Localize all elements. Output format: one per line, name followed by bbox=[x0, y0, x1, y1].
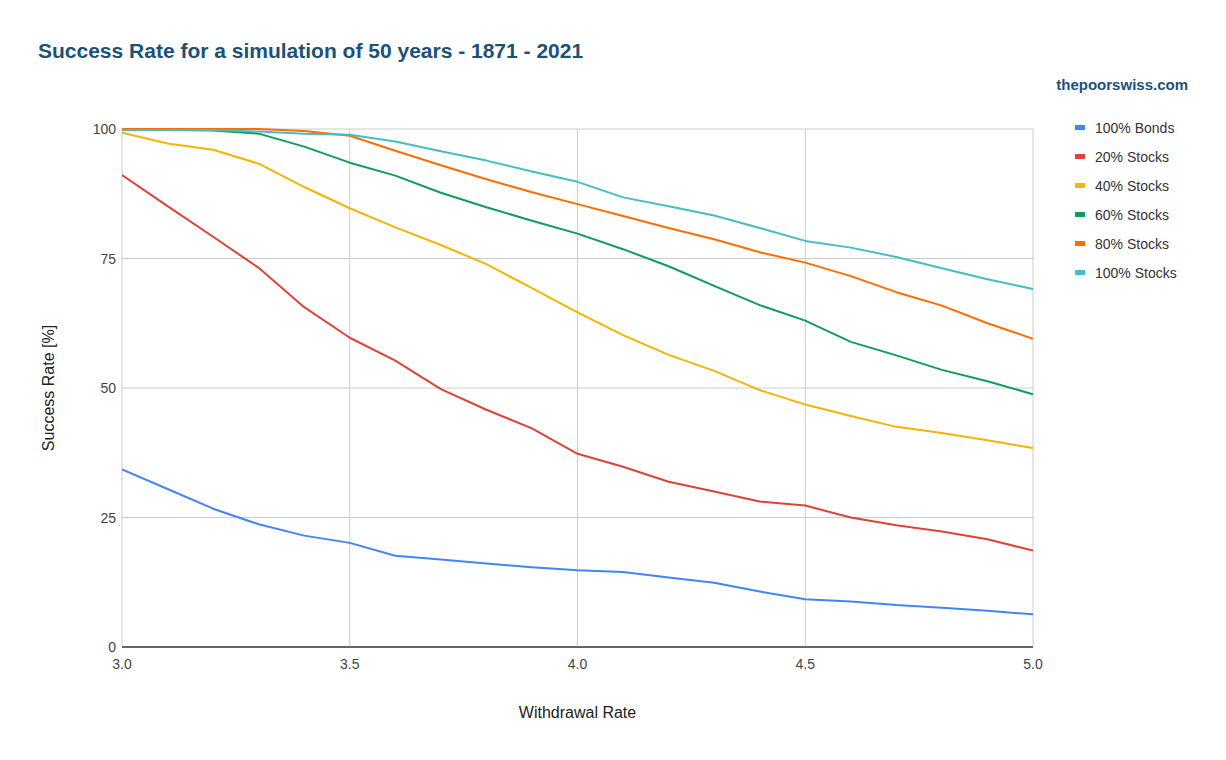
x-tick-label: 4.0 bbox=[568, 656, 588, 672]
legend-label: 40% Stocks bbox=[1095, 178, 1169, 194]
y-axis-label: Success Rate [%] bbox=[40, 325, 57, 451]
legend-label: 20% Stocks bbox=[1095, 149, 1169, 165]
series-line bbox=[122, 129, 1033, 339]
legend-swatch bbox=[1075, 212, 1085, 217]
y-grid-line bbox=[122, 647, 1033, 648]
subtitle: thepoorswiss.com bbox=[1056, 76, 1188, 93]
y-tick-label: 100 bbox=[93, 121, 117, 137]
x-grid-line bbox=[122, 129, 123, 647]
y-tick-label: 50 bbox=[100, 380, 116, 396]
legend-label: 100% Bonds bbox=[1095, 120, 1174, 136]
legend-swatch bbox=[1075, 154, 1085, 159]
y-tick-label: 25 bbox=[100, 510, 116, 526]
legend-swatch bbox=[1075, 183, 1085, 188]
x-axis-line bbox=[122, 647, 1033, 648]
title: Success Rate for a simulation of 50 year… bbox=[38, 39, 583, 62]
legend-swatch bbox=[1075, 270, 1085, 275]
x-grid-line bbox=[349, 129, 350, 647]
x-tick-label: 3.0 bbox=[112, 656, 132, 672]
legend-label: 100% Stocks bbox=[1095, 265, 1177, 281]
legend-label: 60% Stocks bbox=[1095, 207, 1169, 223]
series-line bbox=[122, 130, 1033, 394]
series-line bbox=[122, 469, 1033, 614]
x-grid-line bbox=[805, 129, 806, 647]
chart: Success Rate for a simulation of 50 year… bbox=[0, 0, 1226, 760]
legend-swatch bbox=[1075, 241, 1085, 246]
background bbox=[0, 0, 1226, 760]
series-line bbox=[122, 133, 1033, 448]
x-axis-label: Withdrawal Rate bbox=[519, 704, 636, 721]
series-line bbox=[122, 130, 1033, 289]
y-tick-label: 0 bbox=[108, 639, 116, 655]
x-tick-label: 3.5 bbox=[340, 656, 360, 672]
x-tick-label: 5.0 bbox=[1023, 656, 1043, 672]
legend-swatch bbox=[1075, 125, 1085, 130]
legend: 100% Bonds 20% Stocks 40% Stocks 60% Stocks… bbox=[1075, 120, 1177, 281]
series-line bbox=[122, 175, 1033, 551]
plot-area bbox=[122, 129, 1033, 614]
x-grid-line bbox=[1033, 129, 1034, 647]
x-tick-label: 4.5 bbox=[796, 656, 816, 672]
grid bbox=[122, 129, 1033, 647]
legend-label: 80% Stocks bbox=[1095, 236, 1169, 252]
y-tick-label: 75 bbox=[100, 251, 116, 267]
x-grid-line bbox=[577, 129, 578, 647]
